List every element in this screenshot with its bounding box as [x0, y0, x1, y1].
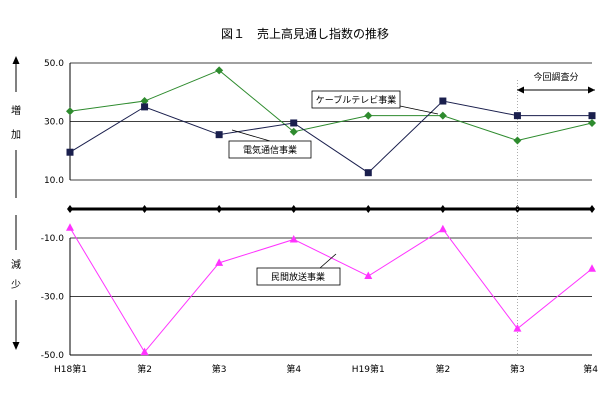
data-point — [513, 324, 522, 332]
x-tick-label: H19第1 — [352, 363, 385, 375]
data-point — [588, 112, 596, 120]
series-line-1 — [69, 100, 592, 174]
y-tick-label: 30.0 — [44, 118, 64, 128]
data-point — [290, 119, 298, 127]
data-point — [215, 66, 224, 75]
data-point — [140, 347, 149, 356]
data-point — [439, 97, 447, 105]
axis-break-marker — [290, 205, 297, 213]
callout-telecom-label: 電気通信事業 — [243, 144, 297, 156]
callout-telecom: 電気通信事業 — [228, 129, 312, 159]
axis-break-marker — [589, 205, 595, 213]
x-tick-label: 第4 — [583, 363, 598, 375]
axis-break-marker — [141, 205, 148, 213]
increase-arrow — [12, 56, 20, 92]
grid — [67, 62, 595, 356]
series-layer — [66, 66, 596, 356]
callout-broadcast: 民間放送事業 — [256, 253, 341, 286]
decrease-arrow — [12, 300, 20, 350]
chart-title: 図１ 売上高見通し指数の推移 — [221, 26, 389, 41]
forecast-bracket: 今回調査分 — [517, 71, 595, 94]
data-point — [364, 169, 372, 177]
data-point — [438, 111, 447, 120]
x-tick-label: 第2 — [435, 363, 450, 375]
callout-broadcast-label: 民間放送事業 — [271, 271, 325, 283]
y-tick-label: -50.0 — [41, 351, 65, 361]
data-point — [66, 223, 74, 231]
tick-labels: 50.0 30.0 10.0 -10.0 -30.0 -50.0 H18第1 第2 第3 第4 H1… — [41, 59, 599, 375]
series-line-2 — [69, 227, 593, 353]
x-tick-label: 第4 — [286, 363, 301, 375]
data-point — [513, 112, 521, 120]
data-point — [364, 271, 373, 280]
y-tick-label: 10.0 — [44, 176, 64, 186]
increase-label-2: 加 — [11, 129, 21, 141]
y-tick-label: -30.0 — [41, 293, 65, 303]
callout-cable-tv-label: ケーブルテレビ事業 — [316, 94, 396, 106]
axis-break-marker — [439, 205, 446, 213]
axis-break-marker — [365, 205, 372, 213]
increase-label-1: 増 — [11, 104, 21, 117]
callout-cable-tv: ケーブルテレビ事業 — [311, 90, 439, 115]
data-point — [215, 258, 224, 266]
axis-break-marker — [67, 205, 73, 213]
x-tick-label: 第2 — [137, 363, 152, 375]
data-point — [140, 97, 149, 106]
series-line-0 — [69, 69, 593, 142]
y-tick-label: -10.0 — [41, 234, 65, 244]
decrease-label-2: 少 — [11, 279, 21, 291]
x-tick-label: 第3 — [510, 363, 525, 375]
data-point — [66, 148, 74, 156]
data-point — [588, 264, 596, 272]
data-point — [513, 136, 522, 145]
y-tick-label: 50.0 — [44, 59, 64, 69]
data-point — [438, 224, 447, 233]
axis-break-marker — [216, 205, 223, 213]
data-point — [289, 234, 298, 243]
data-point — [289, 127, 298, 136]
x-tick-label: H18第1 — [54, 363, 87, 375]
data-point — [141, 103, 149, 111]
data-point — [66, 107, 74, 116]
forecast-label: 今回調査分 — [533, 71, 578, 83]
decrease-label-1: 減 — [11, 258, 21, 271]
data-point — [215, 131, 223, 139]
data-point — [588, 118, 596, 127]
x-tick-label: 第3 — [212, 363, 227, 375]
data-point — [364, 111, 373, 120]
